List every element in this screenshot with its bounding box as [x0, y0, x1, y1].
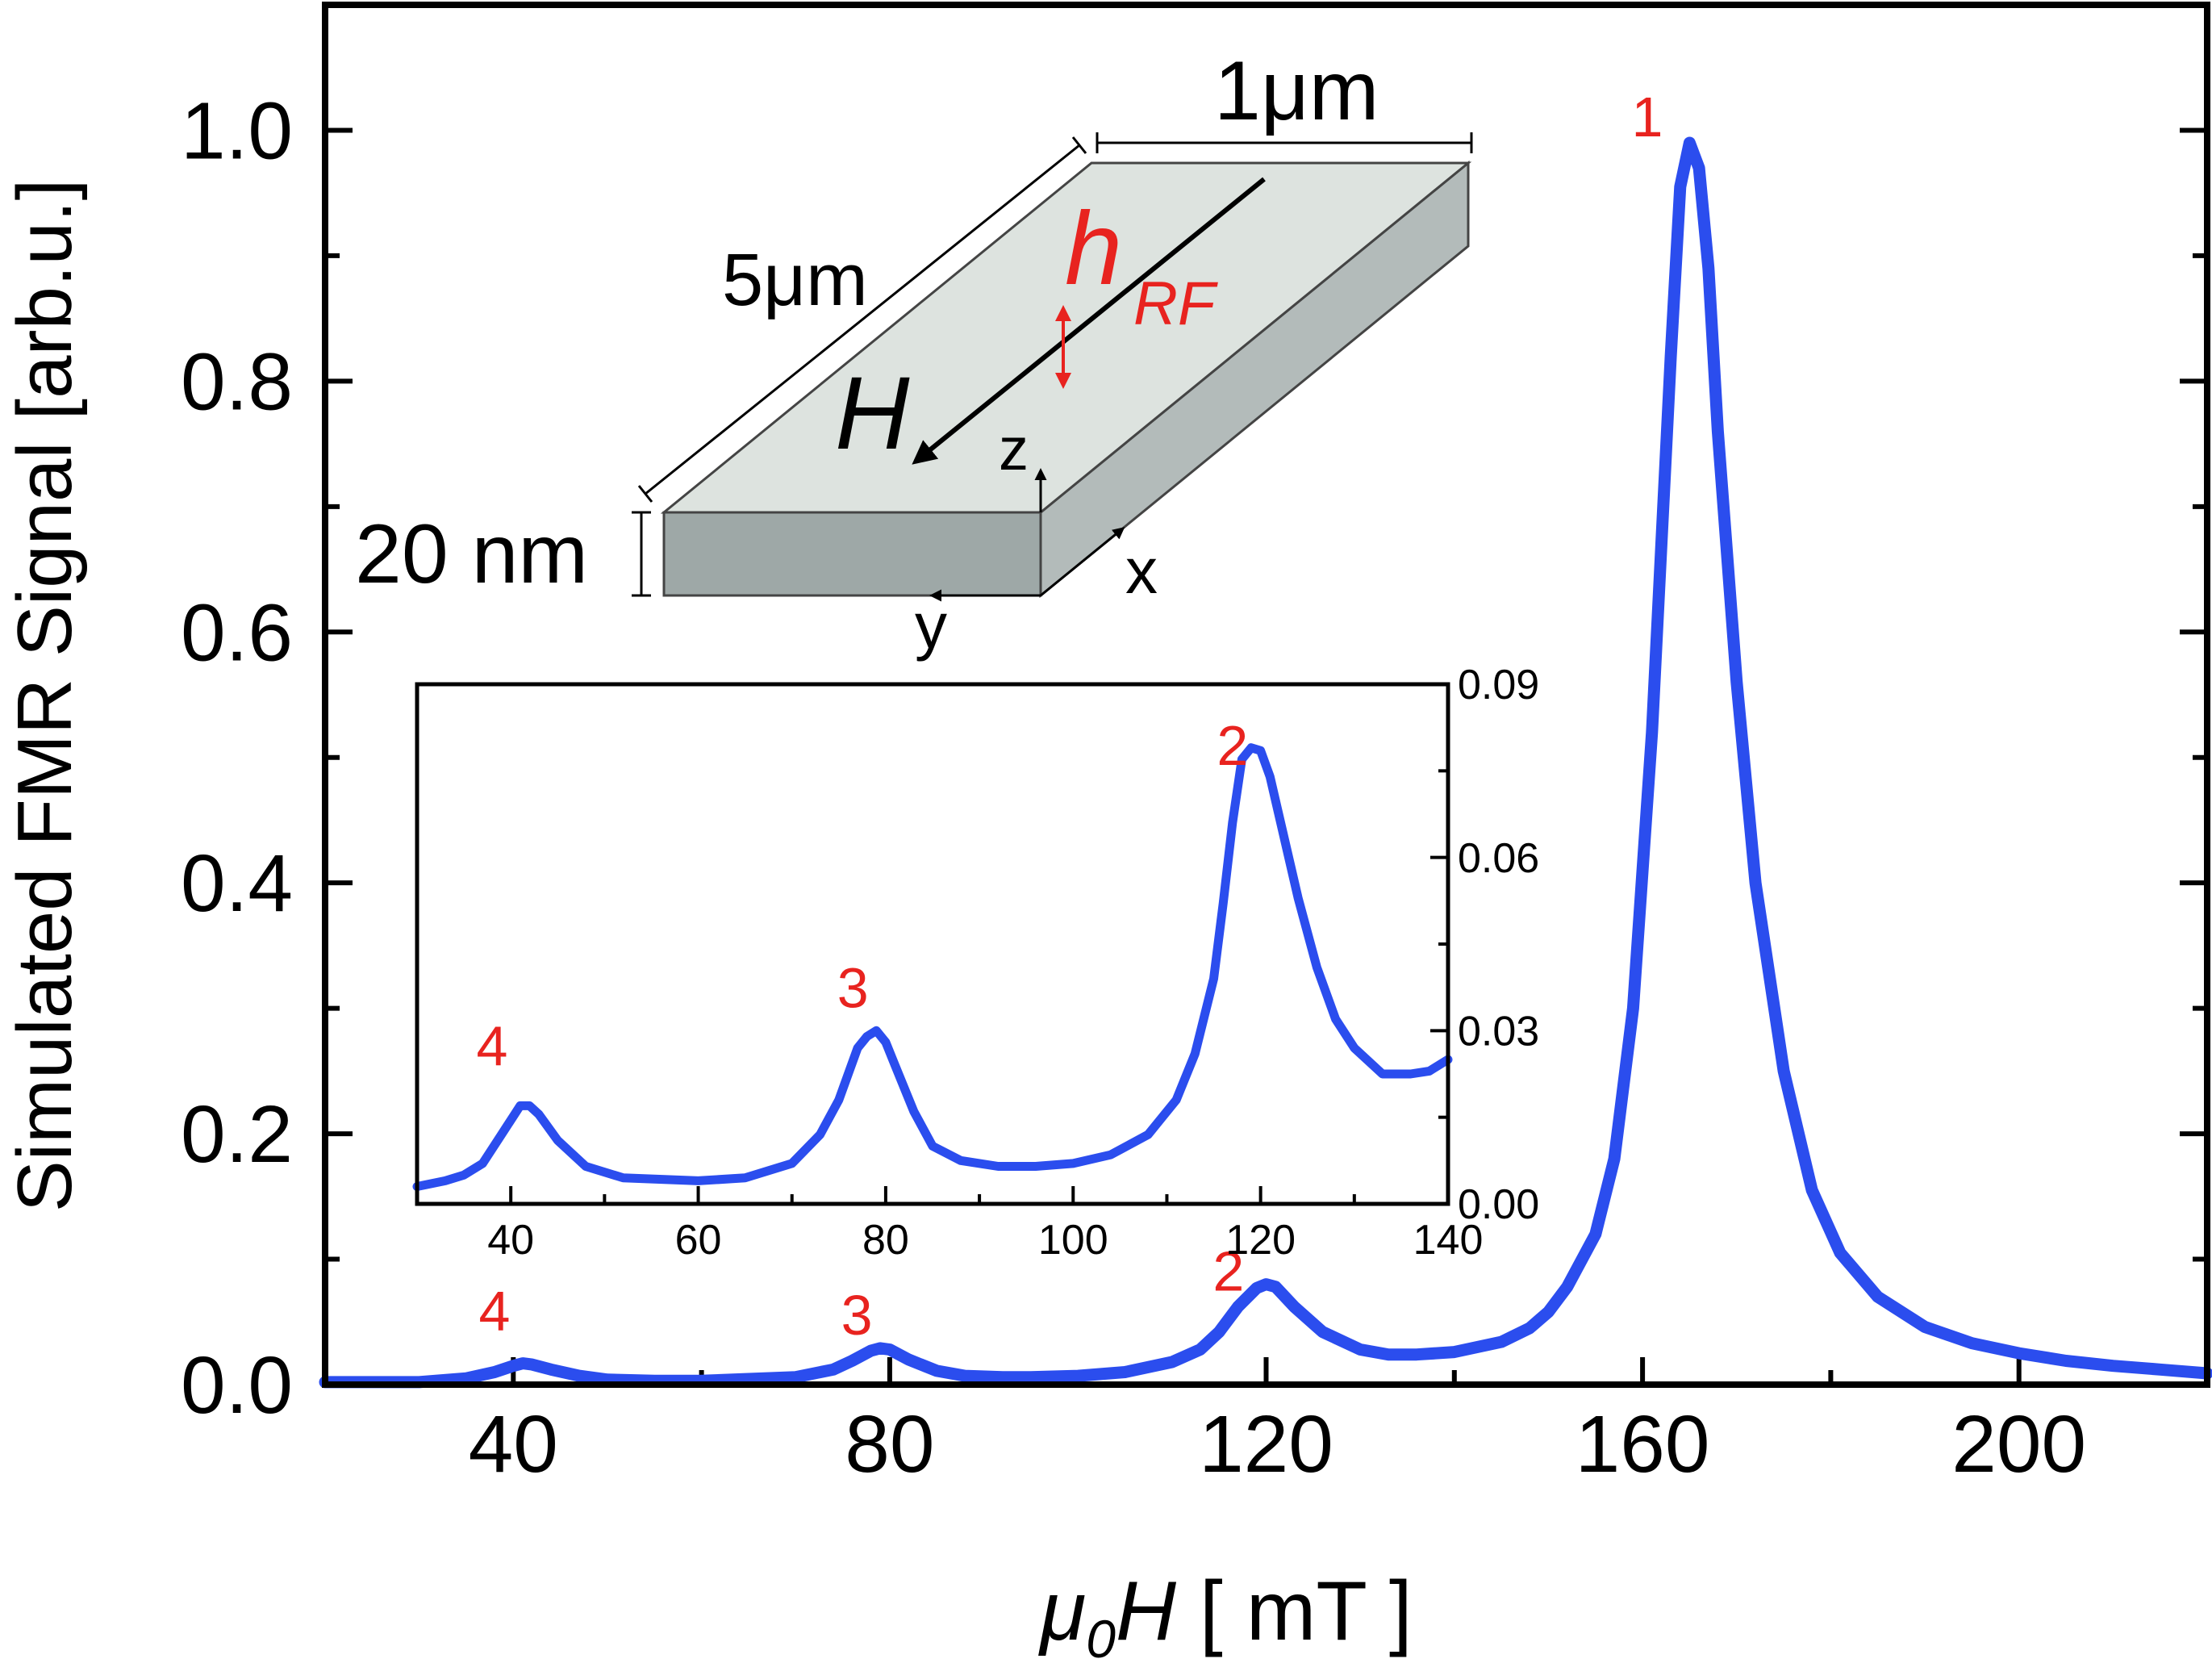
x-axis-label: μ0H [ mT ] [1037, 1565, 1413, 1663]
y-tick-label-0.0: 0.0 [181, 1340, 293, 1431]
main-peak-labels: 1 2 3 4 [479, 86, 1663, 1347]
main-peak-label-3: 3 [841, 1284, 873, 1347]
main-peak-label-1: 1 [1631, 86, 1663, 148]
x-tick-label-120: 120 [1199, 1399, 1333, 1490]
y-tick-label-0.2: 0.2 [181, 1089, 293, 1180]
length-label: 5μm [722, 239, 868, 321]
x-tick-label-140: 140 [1413, 1217, 1484, 1264]
hrf-label: h RF [1065, 191, 1218, 338]
inset-background [417, 684, 1448, 1204]
y-tick-label-0.06: 0.06 [1458, 835, 1539, 882]
x-tick-label-80: 80 [862, 1217, 909, 1264]
main-plot-frame [322, 2, 2210, 1388]
y-tick-label-1.0: 1.0 [181, 86, 293, 176]
y-tick-label-0.03: 0.03 [1458, 1009, 1539, 1055]
x-axis-label-var: H [1116, 1565, 1177, 1658]
inset-peak-labels: 2 3 4 [476, 714, 1248, 1077]
main-peak-label-4: 4 [479, 1280, 511, 1343]
main-fmr-curve [319, 136, 2212, 1389]
y-axis-label-3d: y [915, 590, 947, 662]
z-axis-label: z [999, 416, 1029, 483]
x-tick-label-40: 40 [487, 1217, 534, 1264]
slab-front-face [662, 511, 1042, 597]
x-axis-label-3d: x [1125, 535, 1158, 607]
width-label: 1μm [1214, 44, 1379, 138]
H-field-label: H [835, 356, 910, 471]
y-tick-label-0.4: 0.4 [181, 838, 293, 929]
x-tick-label-200: 200 [1951, 1399, 2086, 1490]
x-tick-label-160: 160 [1576, 1399, 1710, 1490]
y-tick-label-0.09: 0.09 [1458, 662, 1539, 708]
inset-plot-frame [415, 682, 1450, 1206]
width-dimension [1096, 132, 1473, 153]
x-axis-label-mu: μ [1037, 1565, 1086, 1658]
H-field-arrow [912, 177, 1266, 465]
x-tick-label-120: 120 [1225, 1217, 1296, 1264]
inset-peak-label-3: 3 [837, 957, 869, 1020]
strip-schematic: 5μm 1μm 20 nm H h RF z x y [355, 44, 1473, 662]
y-tick-label-0.6: 0.6 [181, 587, 293, 678]
length-dimension [637, 136, 1087, 503]
thickness-label: 20 nm [355, 508, 588, 601]
main-peak-label-2: 2 [1212, 1239, 1244, 1302]
x-axis-label-sub: 0 [1086, 1609, 1116, 1663]
hrf-label-h: h [1065, 191, 1122, 307]
x-axis-label-unit: [ mT ] [1176, 1565, 1413, 1658]
y-axis-label: Simulated FMR Signal [arb.u.] [2, 179, 88, 1213]
inset-peak-label-4: 4 [476, 1014, 507, 1077]
x-axis-arrow [1040, 527, 1125, 597]
y-tick-label-0.00: 0.00 [1458, 1181, 1539, 1228]
x-tick-label-80: 80 [845, 1399, 934, 1490]
x-tick-label-100: 100 [1038, 1217, 1108, 1264]
y-tick-label-0.8: 0.8 [181, 336, 293, 427]
thickness-dimension [632, 511, 651, 597]
hrf-label-sub: RF [1133, 270, 1218, 338]
inset-peak-label-2: 2 [1217, 714, 1248, 777]
x-tick-label-60: 60 [675, 1217, 722, 1264]
x-tick-label-40: 40 [469, 1399, 558, 1490]
inset-fmr-curve [412, 743, 1453, 1191]
